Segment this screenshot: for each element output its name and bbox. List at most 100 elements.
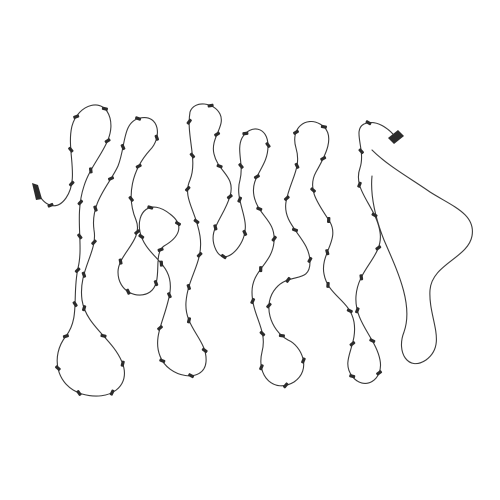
light-bulb-icon (349, 374, 356, 379)
light-bulb-icon (242, 229, 248, 236)
light-bulb-icon (292, 129, 300, 135)
light-bulb-icon (186, 118, 192, 125)
light-bulb-icon (93, 205, 98, 212)
light-bulb-icon (118, 258, 123, 265)
light-bulb-icon (357, 181, 362, 188)
light-bulb-icon (55, 365, 61, 371)
light-bulb-icon (62, 334, 69, 339)
light-bulb-icon (282, 382, 289, 389)
light-bulb-icon (153, 280, 159, 287)
light-bulb-icon (196, 251, 203, 258)
light-bulb-icon (138, 233, 145, 240)
light-bulb-icon (278, 333, 285, 338)
light-bulb-icon (157, 247, 164, 252)
light-bulb-icon (184, 185, 191, 192)
light-bulb-icon (359, 274, 364, 281)
light-bulb-icon (159, 358, 166, 364)
light-bulb-icon (188, 373, 195, 379)
light-bulb-icon (294, 162, 300, 169)
light-bulb-icon (307, 256, 313, 263)
light-bulb-icon (120, 360, 125, 367)
light-bulb-icon (242, 131, 249, 136)
light-bulb-icon (320, 156, 327, 161)
light-bulb-icon (174, 220, 182, 227)
light-bulb-icon (157, 325, 163, 331)
light-bulb-icon (310, 187, 316, 193)
light-bulb-icon (256, 206, 263, 212)
light-bulb-icon (135, 163, 142, 169)
right-end-plug-icon (388, 130, 404, 144)
light-bulb-icon (135, 116, 142, 121)
light-bulb-icon (375, 245, 382, 251)
light-bulb-icon (167, 292, 172, 299)
light-bulb-icon (125, 288, 131, 295)
light-bulb-icon (327, 216, 331, 224)
light-bulb-icon (77, 199, 84, 206)
light-bulb-icon (74, 267, 81, 274)
left-end-plug-icon (32, 183, 42, 200)
light-bulb-icon (72, 301, 78, 308)
light-bulb-icon (285, 276, 291, 283)
light-bulb-icon (77, 233, 83, 240)
light-bulb-icon (259, 330, 266, 337)
light-bulb-icon (271, 235, 277, 242)
light-bulb-icon (355, 307, 360, 314)
light-bulb-icon (358, 148, 364, 155)
light-bulb-icon (81, 305, 87, 312)
end-plugs (32, 130, 404, 200)
light-bulb-icon (201, 347, 208, 354)
light-bulb-icon (220, 253, 227, 260)
light-bulb-icon (326, 281, 330, 288)
light-bulb-icon (107, 176, 115, 181)
light-bulb-icon (159, 260, 164, 267)
light-bulb-icon (226, 193, 233, 200)
light-bulb-icon (346, 308, 353, 314)
light-bulb-icon (186, 317, 192, 324)
light-bulb-icon (100, 333, 107, 338)
light-bulb-icon (349, 341, 356, 347)
light-bulb-icon (259, 364, 264, 371)
light-bulb-icon (238, 162, 244, 169)
light-bulb-icon (76, 390, 82, 396)
light-bulb-icon (216, 163, 223, 169)
light-bulb-icon (68, 180, 75, 187)
light-bulb-icon (250, 297, 256, 305)
light-bulb-icon (320, 124, 327, 129)
light-bulb-icon (301, 357, 306, 364)
light-bulb-icon (68, 146, 74, 153)
light-bulb-icon (237, 196, 243, 203)
power-lead-wire (371, 149, 473, 365)
light-bulb-icon (266, 302, 272, 309)
light-bulb-icon (88, 167, 93, 174)
light-bulb-icon (365, 120, 372, 126)
light-bulb-icon (91, 239, 97, 246)
light-bulb-icon (291, 227, 299, 233)
light-bulb-icon (109, 389, 115, 396)
light-bulb-icon (265, 142, 271, 148)
light-bulb-icon (214, 131, 221, 137)
light-bulb-icon (259, 266, 263, 273)
light-bulb-icon (376, 370, 383, 376)
light-bulb-icon (207, 103, 214, 108)
light-bulb-icon (47, 202, 54, 208)
light-bulb-icon (101, 106, 108, 111)
light-bulb-icon (193, 218, 200, 225)
light-bulb-icon (189, 152, 196, 159)
light-bulb-icon (325, 249, 330, 256)
light-bulb-icon (147, 205, 154, 210)
light-bulb-icon (81, 271, 87, 278)
light-bulb-icon (120, 143, 126, 151)
light-bulb-icon (104, 138, 111, 144)
light-bulb-icon (154, 134, 160, 141)
light-bulb-icon (369, 338, 376, 344)
light-bulb-icon (186, 283, 191, 291)
light-bulb-icon (134, 229, 141, 235)
light-bulbs (47, 103, 383, 396)
light-bulb-icon (73, 114, 80, 119)
light-bulb-icon (371, 212, 378, 218)
light-bulb-icon (213, 224, 218, 231)
light-bulb-icon (283, 195, 290, 201)
light-bulb-icon (253, 174, 260, 180)
